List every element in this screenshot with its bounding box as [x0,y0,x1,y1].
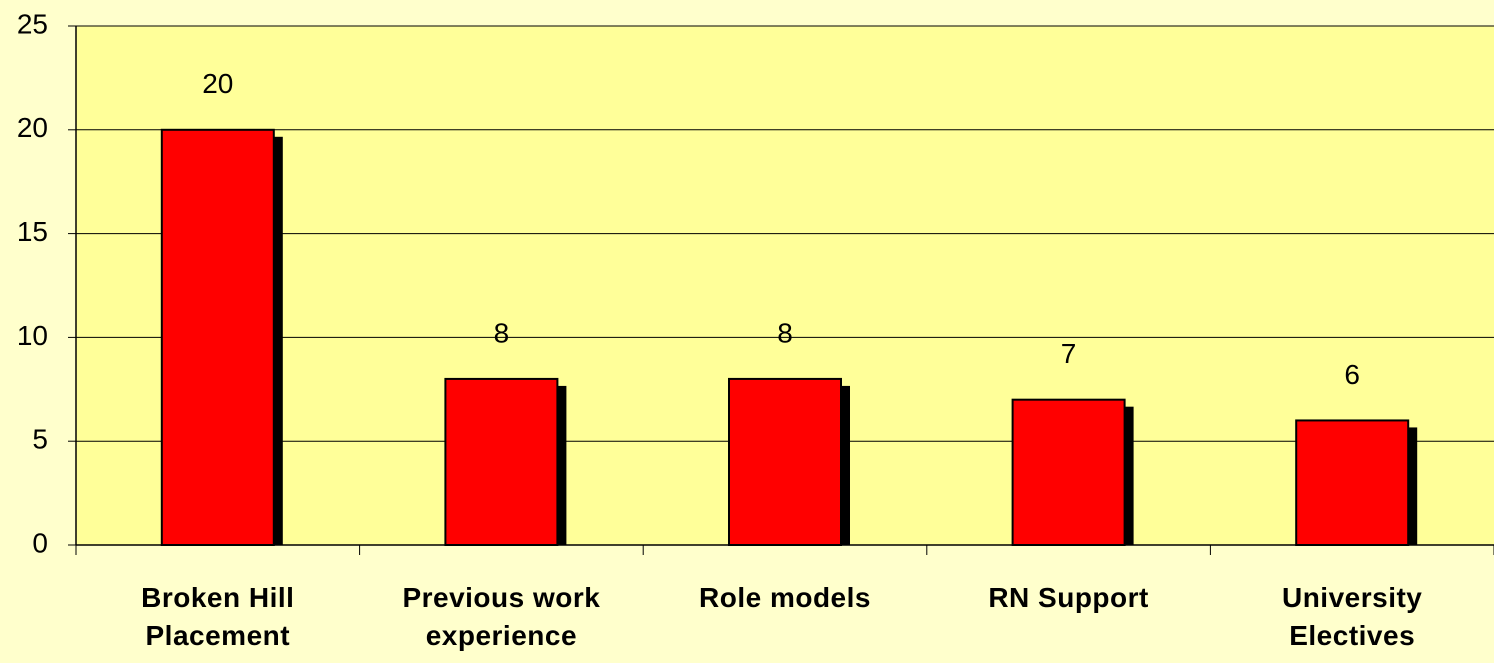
y-tick-label: 25 [17,8,48,39]
bar [444,377,559,547]
y-tick-label: 15 [17,216,48,247]
x-tick-label: University Electives [1281,582,1423,651]
value-label: 6 [1344,359,1360,390]
y-tick-label: 5 [32,424,48,455]
x-tick-label: Broken Hill Placement [141,582,295,651]
value-label: 8 [777,317,793,348]
y-tick-label: 0 [32,527,48,558]
x-tick-label: RN Support [988,582,1149,613]
x-tick-label: Role models [699,582,871,613]
bar [728,377,842,547]
y-tick-label: 10 [17,320,48,351]
value-label: 20 [202,68,233,99]
value-label: 8 [494,317,510,348]
bar [1295,419,1410,546]
value-label: 7 [1061,338,1077,369]
bar [1011,398,1126,546]
y-tick-label: 20 [17,112,48,143]
x-tick-label: Previous work experience [402,582,601,651]
bar [160,128,275,547]
